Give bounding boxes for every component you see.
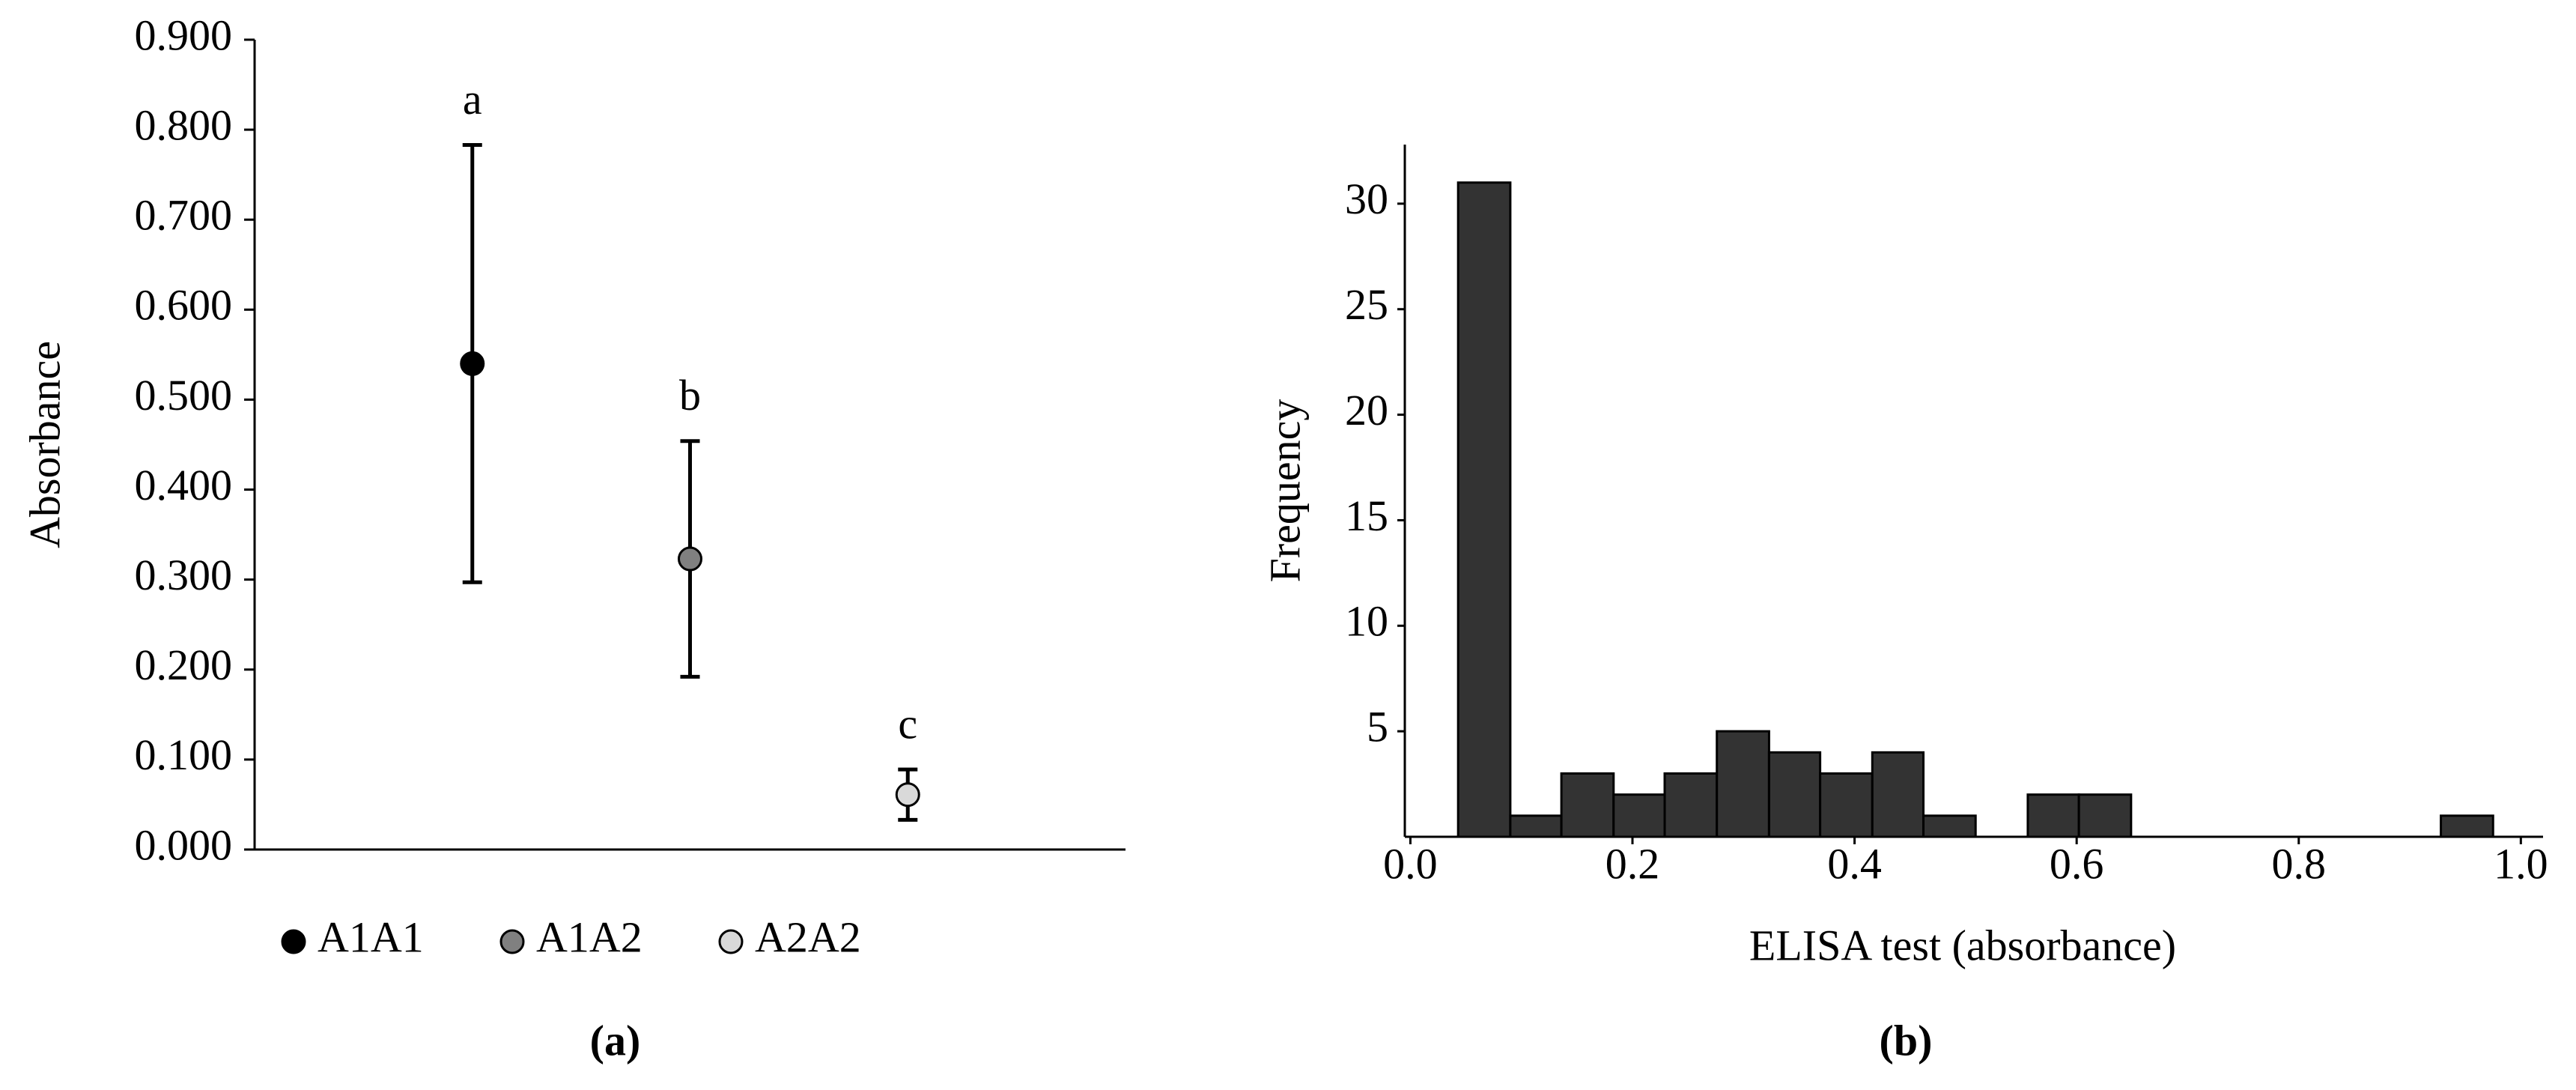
annotation: a [463, 75, 482, 124]
legend-marker [718, 929, 744, 954]
bar [1612, 793, 1666, 838]
x-tick-label: 0.0 [1383, 839, 1438, 888]
legend-marker [281, 929, 306, 954]
y-tick-label: 30 [1345, 175, 1388, 223]
y-tick-label: 15 [1345, 491, 1388, 540]
x-tick-label: 1.0 [2494, 839, 2548, 888]
bar [1456, 181, 1512, 838]
legend-label: A1A2 [536, 912, 643, 961]
y-tick-label: 0.800 [135, 100, 233, 149]
legend-label: A1A1 [318, 912, 424, 961]
y-tick-label: 0.700 [135, 191, 233, 240]
y-tick-label: 0.500 [135, 371, 233, 420]
y-tick-label: 0.900 [135, 10, 233, 59]
y-tick-label: 0.400 [135, 461, 233, 509]
point [678, 546, 702, 572]
x-tick-label: 0.8 [2272, 839, 2327, 888]
caption: (b) [1880, 1016, 1933, 1065]
annotation: c [898, 699, 917, 748]
bar [1560, 772, 1615, 838]
bar [2440, 814, 2494, 838]
bar [1663, 772, 1719, 838]
bar [1922, 814, 1977, 838]
bar [2026, 793, 2080, 838]
bar [1716, 730, 1770, 838]
y-axis-label: Absorbance [20, 341, 69, 548]
x-tick-label: 0.4 [1827, 839, 1882, 888]
legend-label: A2A2 [755, 912, 861, 961]
x-tick-label: 0.2 [1606, 839, 1660, 888]
bar [1509, 814, 1563, 838]
point [460, 351, 485, 376]
y-tick-label: 25 [1345, 280, 1388, 329]
x-tick-label: 0.6 [2050, 839, 2104, 888]
legend-marker [499, 929, 525, 954]
annotation: b [679, 371, 701, 420]
bar [2077, 793, 2133, 838]
x-axis-label: ELISA test (absorbance) [1749, 921, 2176, 969]
bar [1871, 751, 1925, 838]
point [895, 782, 920, 808]
y-tick-label: 0.300 [135, 551, 233, 599]
caption: (a) [590, 1016, 641, 1065]
bar [1767, 751, 1822, 838]
bar [1819, 772, 1874, 838]
y-tick-label: 0.000 [135, 820, 233, 869]
y-tick-label: 0.200 [135, 641, 233, 689]
y-axis-label: Frequency [1260, 399, 1309, 583]
y-tick-label: 0.100 [135, 730, 233, 779]
y-tick-label: 20 [1345, 386, 1388, 435]
y-tick-label: 10 [1345, 597, 1388, 646]
y-tick-label: 5 [1367, 702, 1388, 751]
y-tick-label: 0.600 [135, 281, 233, 330]
